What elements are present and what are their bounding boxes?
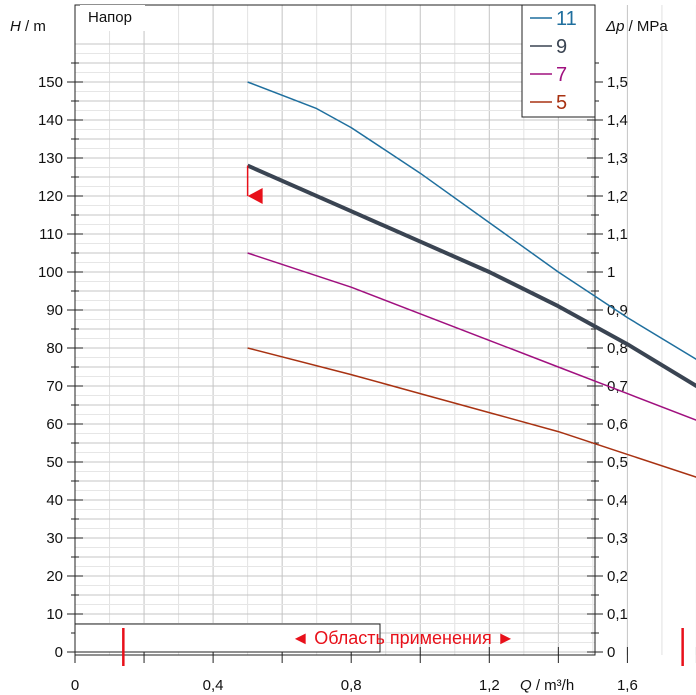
y-tick-label-left: 60 [46, 416, 63, 433]
grid [74, 4, 696, 656]
y-tick-label-left: 70 [46, 378, 63, 395]
y-tick-label-right: 1 [607, 264, 615, 281]
y-tick-label-right: 0,8 [607, 340, 628, 357]
axes: 010203040506070809010011012013014015000,… [38, 62, 696, 694]
y-tick-label-right: 0,2 [607, 568, 628, 585]
y-tick-label-left: 40 [46, 492, 63, 509]
y-tick-label-left: 100 [38, 264, 63, 281]
curves [246, 81, 696, 478]
legend-label-11: 11 [556, 8, 577, 30]
y-tick-label-left: 150 [38, 74, 63, 91]
y-tick-label-right: 0,3 [607, 530, 628, 547]
y-tick-label-left: 80 [46, 340, 63, 357]
y-tick-label-left: 50 [46, 454, 63, 471]
y-tick-label-right: 0,6 [607, 416, 628, 433]
legend: 11 9 7 5 [521, 4, 596, 118]
y-tick-label-right: 1,2 [607, 188, 628, 205]
y-axis-label-right: Δp / MPa [605, 18, 668, 35]
marker-triangle-left [247, 188, 263, 204]
y-tick-label-left: 130 [38, 150, 63, 167]
x-tick-label: 0 [71, 677, 79, 694]
y-axis-label-left: H / m [10, 18, 46, 35]
y-tick-label-left: 10 [46, 606, 63, 623]
y-tick-label-right: 1,1 [607, 226, 628, 243]
x-tick-label: 0,4 [203, 677, 224, 694]
x-tick-label: 1,6 [617, 677, 638, 694]
application-range: ◄ Область применения ► [74, 623, 684, 666]
y-tick-label-right: 0,7 [607, 378, 628, 395]
y-tick-label-left: 110 [39, 226, 63, 243]
y-tick-label-left: 20 [46, 568, 63, 585]
legend-label-7: 7 [556, 64, 567, 86]
y-tick-label-right: 0 [607, 644, 615, 661]
operating-range-markers [246, 165, 263, 204]
top-left-label-bg [80, 5, 145, 31]
y-tick-label-right: 1,3 [607, 150, 628, 167]
plot-frame [74, 4, 596, 656]
y-tick-label-right: 0,1 [607, 606, 628, 623]
y-tick-label-left: 90 [46, 302, 63, 319]
y-tick-label-left: 30 [46, 530, 63, 547]
legend-box [521, 4, 596, 118]
legend-label-5: 5 [556, 92, 567, 114]
y-tick-label-right: 1,4 [607, 112, 628, 129]
curve-9 [246, 163, 696, 389]
y-tick-label-right: 0,4 [607, 492, 628, 509]
y-tick-label-left: 120 [38, 188, 63, 205]
x-axis-label: Q / m³/h [520, 677, 574, 694]
y-tick-label-right: 1,5 [607, 74, 628, 91]
curve-5 [247, 347, 696, 478]
y-tick-label-left: 0 [55, 644, 63, 661]
legend-label-9: 9 [556, 36, 567, 58]
range-label: ◄ Область применения ► [291, 628, 514, 648]
axis-labels: Напор H / m Δp / MPa Q / m³/h [10, 5, 668, 694]
top-left-label: Напор [88, 9, 132, 26]
y-tick-label-right: 0,5 [607, 454, 628, 471]
x-tick-label: 1,2 [479, 677, 500, 694]
range-box [74, 623, 381, 653]
curve-7 [247, 252, 696, 421]
y-tick-label-left: 140 [38, 112, 63, 129]
x-tick-label: 0,8 [341, 677, 362, 694]
curve-11 [247, 81, 696, 361]
